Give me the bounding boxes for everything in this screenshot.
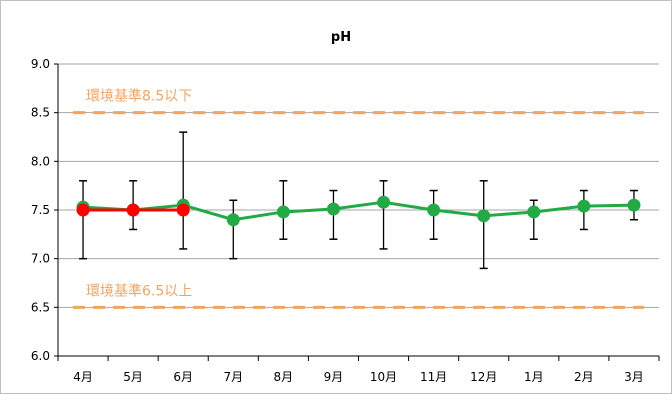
x-tick-labels: 4月 5月 6月 7月 8月 9月 10月 11月 12月 1月 2月 3月 [73,370,644,384]
error-bars [79,131,638,270]
data-point [326,202,340,216]
x-tick-label: 12月 [470,370,497,384]
data-point [276,205,290,219]
y-tick-label: 7.5 [31,203,50,217]
data-point [176,203,190,217]
reference-label: 環境基準6.5以上 [86,282,192,299]
data-point [76,203,90,217]
x-tick-label: 3月 [624,370,644,384]
y-tick-label: 8.0 [31,154,50,168]
x-tick-label: 1月 [524,370,544,384]
y-tick-labels: 6.0 6.5 7.0 7.5 8.0 8.5 9.0 [31,57,50,363]
data-point [477,209,491,223]
x-tick-label: 5月 [123,370,143,384]
x-tick-label: 6月 [173,370,193,384]
x-tick-label: 10月 [370,370,397,384]
y-tick-label: 6.5 [31,300,50,314]
y-tick-label: 7.0 [31,252,50,266]
reference-label: 環境基準8.5以下 [86,88,192,105]
data-point [427,203,441,217]
y-tick-label: 9.0 [31,57,50,71]
data-point [627,198,641,212]
y-tick-label: 8.5 [31,106,50,120]
y-tick-label: 6.0 [31,349,50,363]
data-point [126,203,140,217]
data-point [377,195,391,209]
series-lines [76,195,641,227]
chart-title: pH [331,30,351,45]
data-point [527,205,541,219]
x-tick-label: 8月 [274,370,294,384]
data-point [226,213,240,227]
x-tick-label: 11月 [420,370,447,384]
data-point [577,199,591,213]
x-tick-label: 9月 [324,370,344,384]
x-tick-label: 4月 [73,370,93,384]
axes [54,63,660,361]
x-tick-label: 2月 [574,370,594,384]
series-line [82,200,634,222]
x-tick-label: 7月 [223,370,243,384]
